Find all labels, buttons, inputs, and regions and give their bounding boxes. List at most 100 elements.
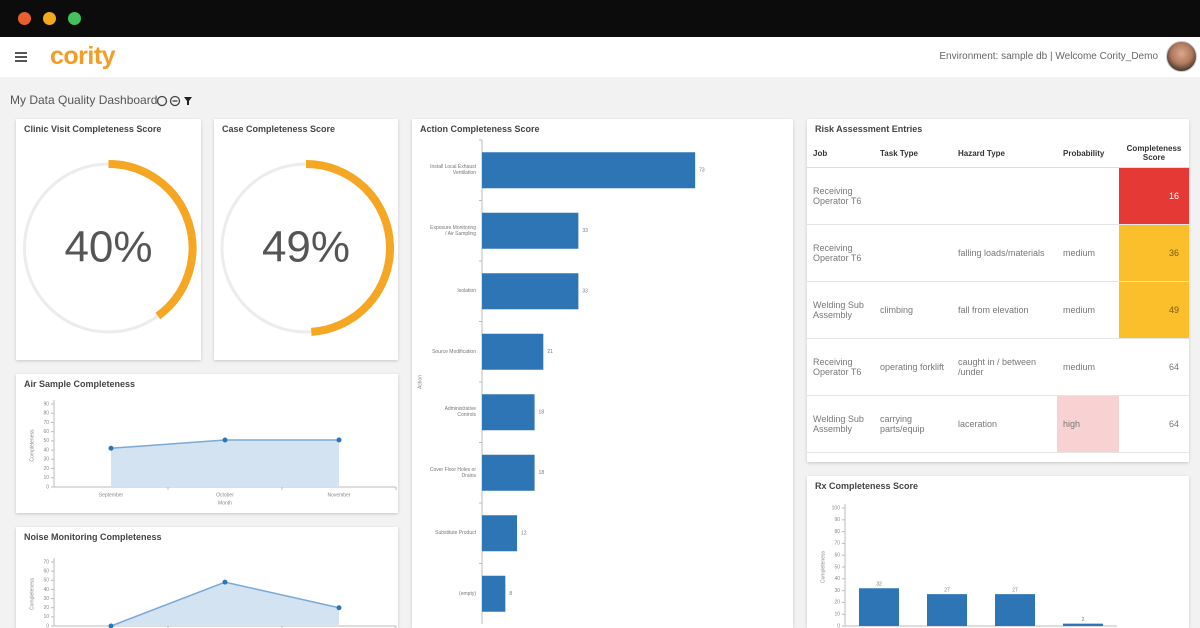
avatar[interactable] xyxy=(1166,41,1197,72)
column-header: Hazard Type xyxy=(952,139,1057,168)
panel-title: Action Completeness Score xyxy=(420,124,540,134)
info-icon[interactable] xyxy=(156,95,168,107)
table-cell: Receiving Operator T6 xyxy=(807,338,874,396)
category-label: Isolation xyxy=(457,288,476,295)
gauge-value: 49% xyxy=(262,223,350,272)
y-tick-label: 20 xyxy=(834,600,840,606)
panel-title: Case Completeness Score xyxy=(222,124,336,134)
column-header: Probability xyxy=(1057,139,1119,168)
panel-title: Air Sample Completeness xyxy=(24,379,136,389)
column-header: Completeness Score xyxy=(1119,139,1189,168)
panel-chart: 49% xyxy=(220,160,394,336)
y-tick-label: 70 xyxy=(43,420,49,426)
table-cell: fall from elevation xyxy=(952,281,1057,339)
value-label: 18 xyxy=(539,470,545,476)
point xyxy=(336,605,342,611)
table-row: Receiving Operator T6 falling loads/mater… xyxy=(807,224,1189,282)
y-tick-label: 30 xyxy=(43,457,49,463)
y-tick-label: 60 xyxy=(43,568,49,574)
table-row: Receiving Operator T6 operating forklift c… xyxy=(807,338,1189,396)
category-label: Cover Floor Holes or Drains xyxy=(429,466,476,479)
y-tick-label: 0 xyxy=(46,484,49,490)
category-label: (empty) xyxy=(459,590,476,597)
table-cell: climbing xyxy=(874,281,952,339)
table-cell: falling loads/materials xyxy=(952,224,1057,282)
bar xyxy=(927,594,967,626)
risk-table: Job Task Type Hazard Type Probability Comple… xyxy=(807,139,1189,453)
y-axis-label: Completeness xyxy=(29,429,35,461)
value-label: 33 xyxy=(582,228,588,234)
score-cell: 49 xyxy=(1119,281,1189,339)
dashboard-tools xyxy=(156,95,192,107)
table-cell: high xyxy=(1057,395,1119,453)
category-label: Substitute Product xyxy=(435,530,476,537)
table-cell: Receiving Operator T6 xyxy=(807,224,874,282)
panel: 0 10 20 30 40 50 60 70 80 90 Completeness September… xyxy=(16,374,398,513)
value-label: 21 xyxy=(547,349,553,355)
menu-button[interactable] xyxy=(15,52,27,62)
bar xyxy=(482,152,696,189)
area-fill xyxy=(111,582,339,626)
category-label: Install Local Exhaust Ventilation xyxy=(430,164,476,177)
value-label: 27 xyxy=(1012,587,1018,593)
bar xyxy=(859,588,899,626)
y-tick-label: 70 xyxy=(834,541,840,547)
panel: 49% Case Completeness Score xyxy=(214,119,398,360)
y-tick-label: 30 xyxy=(834,588,840,594)
value-label: 27 xyxy=(944,587,950,593)
y-axis-label: Completeness xyxy=(29,578,35,610)
y-tick-label: 10 xyxy=(834,612,840,618)
value-label: 33 xyxy=(582,289,588,295)
score-cell: 36 xyxy=(1119,224,1189,282)
area-fill xyxy=(111,439,339,487)
point xyxy=(108,445,114,451)
y-tick-label: 0 xyxy=(837,623,840,628)
table-cell: operating forklift xyxy=(874,338,952,396)
value-label: 2 xyxy=(1082,617,1085,623)
column-header: Job xyxy=(807,139,874,168)
bar xyxy=(482,394,535,431)
x-tick-label: October xyxy=(216,492,234,498)
panel-chart: Action 73 33 33 21 18 18 12 8 xyxy=(417,139,705,624)
y-axis-label: Action xyxy=(417,375,423,389)
maximize-dot[interactable] xyxy=(68,12,81,25)
gauge-value: 40% xyxy=(64,223,152,272)
y-tick-label: 0 xyxy=(46,623,49,628)
y-tick-label: 100 xyxy=(832,505,841,511)
table-cell: caught in / between /under xyxy=(952,338,1057,396)
app-header: cority Environment: sample db | Welcome … xyxy=(0,37,1200,77)
y-tick-label: 40 xyxy=(43,587,49,593)
table-cell: Welding Sub Assembly xyxy=(807,281,874,339)
table-cell xyxy=(952,167,1057,225)
y-tick-label: 10 xyxy=(43,614,49,620)
bar xyxy=(995,594,1035,626)
score-cell: 64 xyxy=(1119,338,1189,396)
panel: 0 10 20 30 40 50 60 70 80 90 100 Completeness 32 27 27… xyxy=(807,476,1189,628)
logo[interactable]: cority xyxy=(50,42,116,70)
bar xyxy=(482,212,579,249)
filter-icon[interactable] xyxy=(184,97,192,105)
panel: Risk Assessment Entries Job Task Type Hazar… xyxy=(807,119,1189,462)
table-cell: Welding Sub Assembly xyxy=(807,395,874,453)
table-cell xyxy=(1057,167,1119,225)
y-tick-label: 10 xyxy=(43,475,49,481)
gauge-arc xyxy=(305,160,394,336)
point xyxy=(222,437,228,443)
collapse-icon[interactable] xyxy=(169,95,181,107)
bar xyxy=(482,273,579,310)
minimize-dot[interactable] xyxy=(43,12,56,25)
user-info: Environment: sample db | Welcome Cority_… xyxy=(939,51,1158,62)
panel-title: Noise Monitoring Completeness xyxy=(24,532,162,542)
point xyxy=(336,437,342,443)
y-tick-label: 60 xyxy=(43,429,49,435)
point xyxy=(222,579,228,585)
close-dot[interactable] xyxy=(18,12,31,25)
y-tick-label: 50 xyxy=(43,578,49,584)
y-tick-label: 70 xyxy=(43,559,49,565)
table-cell: carrying parts/equip xyxy=(874,395,952,453)
panel-title: Rx Completeness Score xyxy=(815,481,919,491)
x-tick-label: November xyxy=(327,492,350,498)
table-cell xyxy=(874,224,952,282)
bar xyxy=(482,333,544,370)
y-tick-label: 90 xyxy=(834,517,840,523)
